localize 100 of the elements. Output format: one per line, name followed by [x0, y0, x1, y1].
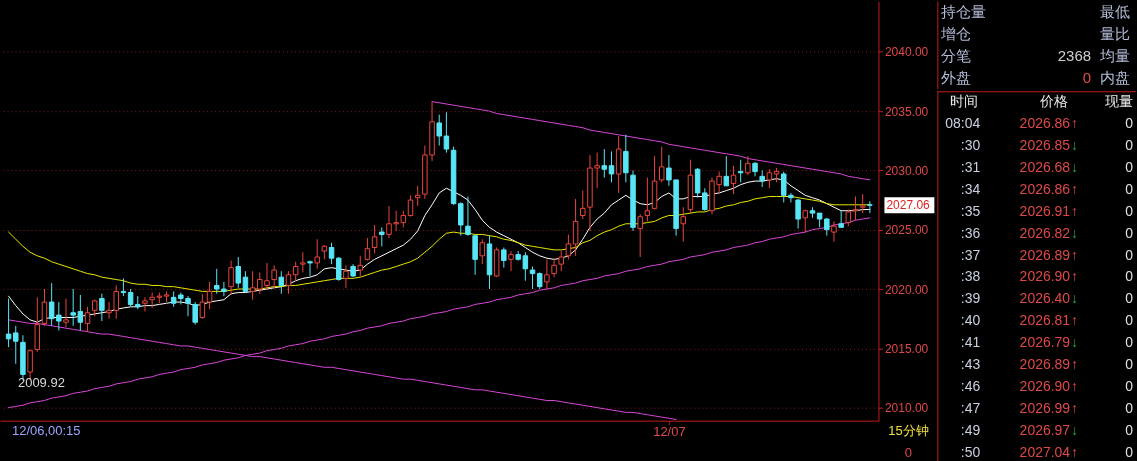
candlestick — [465, 196, 471, 237]
candlestick — [235, 256, 242, 289]
category-label: 现量 — [1105, 93, 1134, 110]
text: 2026.81 — [1019, 312, 1071, 329]
candlestick — [278, 270, 285, 295]
x-tick-label: 12/07 — [653, 424, 686, 440]
candlestick — [601, 148, 608, 179]
candlestick — [831, 220, 837, 243]
text: 2026.82 — [1019, 224, 1071, 241]
candlestick — [99, 293, 105, 322]
category-label: 价格 — [1039, 93, 1069, 110]
text: :46 — [960, 377, 981, 394]
y-tick-label: 2025.00 — [884, 223, 929, 238]
candlestick — [343, 264, 349, 289]
candlestick — [458, 201, 464, 237]
text: ↑ — [1071, 312, 1079, 329]
candlestick — [443, 111, 450, 154]
text: 2026.89 — [1019, 246, 1071, 263]
candlestick — [328, 242, 335, 265]
candlestick — [730, 165, 737, 195]
text: :37 — [960, 246, 981, 263]
text: :50 — [960, 443, 981, 460]
candlestick — [623, 134, 629, 183]
text: 0 — [1125, 377, 1134, 394]
candlestick — [479, 238, 486, 265]
text: :41 — [960, 334, 981, 351]
text: 0 — [1125, 202, 1134, 219]
candlestick — [41, 288, 48, 327]
text: 2026.89 — [1019, 356, 1071, 373]
candlestick — [580, 190, 586, 220]
annotation: 2009.92 — [17, 374, 65, 390]
text: ↓ — [1071, 224, 1079, 241]
text: 2026.99 — [1019, 399, 1071, 416]
candlestick — [544, 258, 550, 290]
line-series — [431, 101, 871, 181]
text: 15分钟 — [888, 422, 929, 438]
text: 2026.91 — [1019, 202, 1071, 219]
text: ↑ — [1071, 377, 1079, 394]
candlestick — [766, 168, 773, 189]
candlestick — [551, 257, 557, 278]
text: ↑ — [1071, 443, 1079, 460]
text: :36 — [960, 224, 981, 241]
text: 2026.90 — [1019, 377, 1071, 394]
text: 2026.40 — [1019, 290, 1071, 307]
candlestick — [335, 256, 342, 282]
text: ↓ — [1071, 421, 1079, 438]
text: ↓ — [1071, 334, 1079, 351]
candlestick — [867, 200, 873, 214]
candlestick — [407, 194, 414, 218]
text: 0 — [1125, 268, 1134, 285]
candlestick — [5, 298, 12, 348]
text: 0 — [1125, 334, 1134, 351]
text: 2368 — [1057, 47, 1092, 65]
text: ↓ — [1071, 137, 1079, 153]
text: 0 — [1125, 115, 1134, 132]
candlestick — [436, 114, 442, 147]
candlestick — [852, 196, 859, 221]
candlestick — [192, 301, 198, 326]
candlestick — [142, 296, 148, 313]
text: 0 — [1125, 180, 1134, 197]
candlestick — [63, 298, 69, 328]
text: 0 — [1125, 224, 1134, 241]
text: ↑ — [1071, 268, 1079, 285]
text: ↑ — [1071, 202, 1079, 219]
y-tick-label: 2040.00 — [884, 45, 929, 60]
text: 2026.68 — [1019, 158, 1071, 175]
text: :35 — [960, 202, 981, 219]
text: 0 — [1125, 356, 1134, 373]
text: :40 — [960, 312, 981, 329]
text: ↑ — [1071, 180, 1079, 197]
text: 2026.79 — [1019, 334, 1071, 351]
candlestick — [737, 159, 744, 183]
candlestick — [472, 235, 478, 276]
category-label: 时间 — [950, 93, 979, 110]
candlestick — [371, 224, 378, 254]
candlestick — [300, 251, 306, 273]
text: ↑ — [1071, 356, 1079, 373]
candlestick — [501, 247, 507, 269]
text: :38 — [960, 268, 981, 285]
text: ↑ — [1071, 399, 1079, 416]
candlestick — [637, 213, 643, 258]
candlestick — [314, 238, 320, 270]
text: 2027.06 — [886, 198, 931, 213]
candlestick — [285, 270, 292, 295]
text: 0 — [1125, 290, 1134, 307]
candlestick — [84, 306, 91, 333]
text: 2027.04 — [1019, 443, 1071, 460]
candlestick — [658, 146, 665, 183]
candlestick — [859, 193, 866, 214]
text: 08:04 — [945, 115, 981, 132]
candlestick — [271, 264, 277, 289]
text: 均量 — [1100, 47, 1131, 65]
text: :34 — [960, 180, 981, 197]
candlestick — [292, 261, 299, 282]
text: 2026.86 — [1019, 115, 1071, 132]
text: 12/06,00:15 — [11, 422, 81, 438]
text: 0 — [1125, 158, 1134, 175]
text: 持仓量 — [941, 3, 987, 21]
text: 0 — [1125, 443, 1134, 460]
candlestick — [680, 206, 687, 243]
